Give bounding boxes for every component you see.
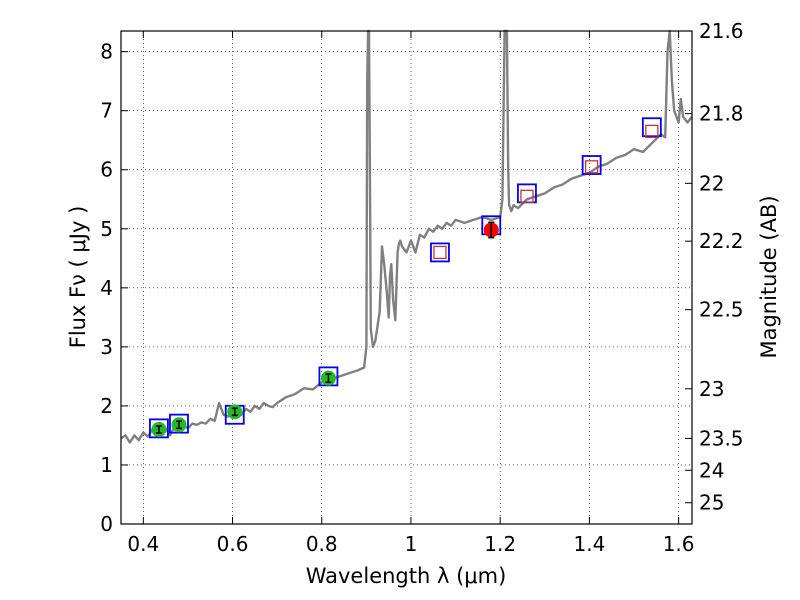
model-box-marker [641,117,662,138]
y2-tick-label: 22.2 [699,229,744,253]
y-tick-label: 3 [100,335,113,359]
ticks-layer: 0.4 0.6 0.8 1 1.2 1.4 1.601234567821.621.82222… [100,19,743,556]
upper-limit-marker [433,245,447,260]
x-tick-label: 0.6 [217,532,249,556]
plot-frame [120,30,693,525]
x-tick-label: 1.2 [484,532,516,556]
y-tick-label: 2 [100,394,113,418]
plot-area [121,31,692,524]
y-tick-label: 7 [100,99,113,123]
model-box-marker [149,418,169,439]
markers-layer [149,117,662,439]
model-box-marker [169,413,189,434]
y2-tick-label: 22 [699,171,724,195]
model-box-marker [581,155,602,175]
x-tick-label: 0.4 [127,532,159,556]
upper-limit-marker [584,160,599,174]
y2-tick-label: 25 [699,491,724,515]
y2-tick-label: 23.5 [699,426,744,450]
y2-tick-label: 21.8 [699,102,744,126]
model-box-marker [430,242,450,263]
sed-model-line [120,29,693,444]
x-tick-label: 0.8 [306,532,338,556]
y-tick-label: 0 [100,512,113,536]
y-axis-label: Flux Fν ( μJy ) [66,206,90,349]
y2-axis-label: Magnitude (AB) [757,195,781,358]
y-tick-label: 1 [100,453,113,477]
y-tick-label: 8 [100,40,113,64]
y2-tick-label: 22.5 [699,298,744,322]
y2-tick-label: 24 [699,458,724,482]
x-axis-label: Wavelength λ (μm) [306,564,507,588]
sed-curve-layer [120,29,693,444]
y-tick-label: 4 [100,276,113,300]
x-tick-label: 1.6 [663,532,695,556]
x-tick-label: 1 [405,532,418,556]
y2-tick-label: 23 [699,377,724,401]
upper-limit-marker [645,124,659,139]
x-tick-label: 1.4 [573,532,605,556]
upper-limit-marker [520,189,534,203]
y-tick-label: 5 [100,217,113,241]
y2-tick-label: 21.6 [699,19,744,43]
y-tick-label: 6 [100,158,113,182]
